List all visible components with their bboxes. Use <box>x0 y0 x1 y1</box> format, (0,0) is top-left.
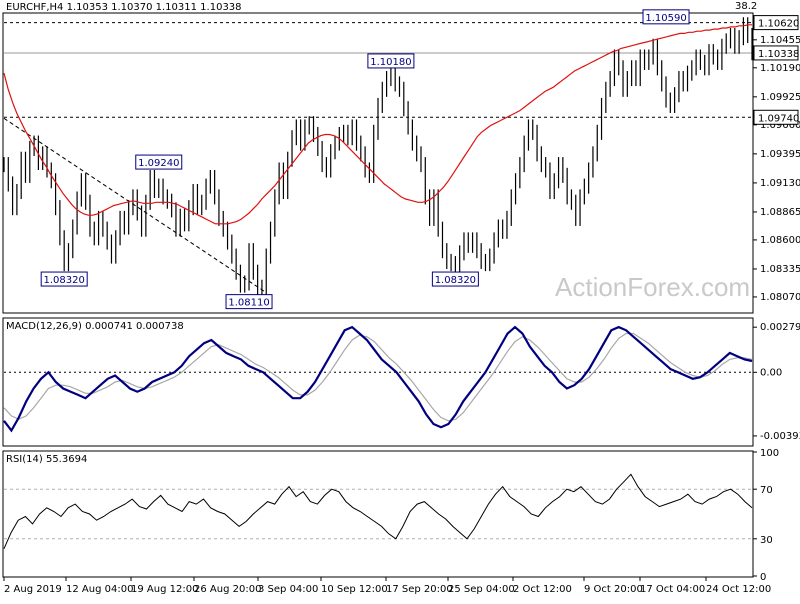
price-y-tick-label: 1.08600 <box>760 235 800 246</box>
price-annotations: 1.08320 1.09240 1.08110 1.10180 1.08320 1.105… <box>40 9 690 310</box>
price-level-label: 1.09740 <box>758 113 799 124</box>
current-price-label: 1.10338 <box>758 49 799 60</box>
price-series <box>3 17 753 300</box>
price-y-tick-label: 1.08335 <box>760 264 800 275</box>
swing-label-box <box>431 271 479 287</box>
price-axis: 1.08070 1.08335 1.08600 1.08865 1.09130 1.093… <box>753 15 800 303</box>
macd-title: MACD(12,26,9) 0.000741 0.000738 <box>6 321 184 332</box>
macd-layer: 0.002793 0.00 -0.003938 <box>3 322 800 442</box>
current-price-box <box>753 45 799 61</box>
x-tick-label: 2 Aug 2019 <box>4 584 62 595</box>
price-y-tick-label: 1.10190 <box>760 63 800 74</box>
macd-panel-frame <box>2 317 754 447</box>
price-y-tick-label: 1.08865 <box>760 207 800 218</box>
swing-label-box <box>367 53 415 69</box>
swing-label-box <box>40 271 88 287</box>
swing-label: 1.09240 <box>138 158 179 169</box>
symbol-header: EURCHF,H4 1.10353 1.10370 1.10311 1.1033… <box>6 2 242 13</box>
price-y-tick-label: 1.08070 <box>760 292 800 303</box>
macd-y-tick-label: -0.003938 <box>760 431 800 442</box>
swing-label: 1.08320 <box>44 275 85 286</box>
price-y-tick-label: 1.09660 <box>760 120 800 131</box>
x-tick-label: 25 Sep 04:00 <box>448 584 515 595</box>
price-y-tick-label: 1.09395 <box>760 149 800 160</box>
price-level-box <box>753 109 799 125</box>
rsi-title: RSI(14) 55.3694 <box>6 454 87 465</box>
swing-label: 1.08320 <box>435 275 476 286</box>
sma-line <box>3 24 752 225</box>
swing-label-box <box>135 154 183 170</box>
swing-label: 1.10180 <box>370 57 411 68</box>
rsi-y-tick-label: 30 <box>760 535 773 546</box>
rsi-y-tick-label: 0 <box>760 572 766 583</box>
watermark: ActionForex.com <box>555 272 750 302</box>
x-tick-label: 2 Oct 12:00 <box>513 584 572 595</box>
x-tick-label: 19 Aug 12:00 <box>131 584 198 595</box>
swing-label: 1.08110 <box>228 298 269 309</box>
x-tick-label: 26 Aug 20:00 <box>194 584 261 595</box>
x-tick-label: 3 Sep 04:00 <box>258 584 318 595</box>
macd-y-tick-label: 0.00 <box>760 367 782 378</box>
rsi-y-tick-label: 70 <box>760 485 773 496</box>
price-level-label: 1.10620 <box>758 19 799 30</box>
x-tick-label: 9 Oct 20:00 <box>584 584 643 595</box>
price-level-box <box>753 15 799 31</box>
macd-y-tick-label: 0.002793 <box>760 322 800 333</box>
macd-line <box>3 325 753 433</box>
x-tick-label: 12 Aug 04:00 <box>66 584 133 595</box>
swing-label: 1.10590 <box>645 13 686 24</box>
rsi-line <box>3 473 753 549</box>
swing-label-box <box>225 294 273 310</box>
corner-label: 38.2 <box>735 1 757 12</box>
swing-label-box <box>642 9 690 25</box>
rsi-layer: 100 70 30 0 <box>3 448 779 583</box>
macd-signal-line <box>3 332 753 422</box>
price-panel-frame <box>2 12 754 314</box>
x-tick-label: 24 Oct 12:00 <box>706 584 771 595</box>
price-y-tick-label: 1.10455 <box>760 35 800 46</box>
x-tick-label: 17 Sep 20:00 <box>386 584 453 595</box>
rsi-y-tick-label: 100 <box>760 448 779 459</box>
x-tick-label: 10 Sep 12:00 <box>321 584 388 595</box>
dashed-trendline <box>3 117 267 294</box>
x-tick-label: 17 Oct 04:00 <box>640 584 705 595</box>
rsi-panel-frame <box>2 450 754 578</box>
price-y-tick-label: 1.09925 <box>760 92 800 103</box>
price-y-tick-label: 1.09130 <box>760 178 800 189</box>
